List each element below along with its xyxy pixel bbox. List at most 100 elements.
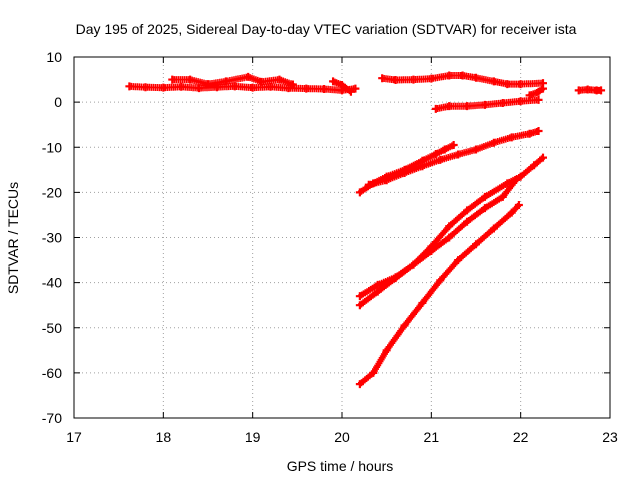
data-point (440, 145, 449, 154)
data-point (186, 75, 195, 84)
data-point (391, 274, 400, 283)
data-point (539, 153, 547, 162)
data-point (418, 162, 427, 171)
data-point (221, 77, 230, 86)
series-arc-4 (378, 71, 547, 89)
data-point (338, 80, 346, 89)
series-arc-8 (355, 140, 458, 197)
data-point (382, 176, 391, 185)
data-point (369, 368, 378, 377)
data-point (480, 204, 489, 213)
data-point (539, 84, 547, 93)
data-point (409, 75, 418, 84)
data-point (244, 72, 253, 81)
x-axis-label: GPS time / hours (287, 458, 394, 474)
data-point (507, 133, 516, 142)
series-arc-2 (168, 72, 297, 89)
data-point (346, 87, 355, 96)
data-point (364, 180, 373, 189)
data-point (503, 179, 512, 188)
data-point (275, 75, 284, 84)
data-point (427, 247, 436, 256)
data-point (445, 233, 454, 242)
data-point (436, 155, 445, 164)
grid-lines (74, 57, 610, 418)
data-point (472, 73, 480, 82)
data-point (463, 206, 472, 215)
data-point (204, 80, 212, 89)
data-point (530, 161, 539, 170)
x-tick-label: 18 (156, 429, 172, 445)
x-tick-label: 21 (424, 429, 440, 445)
series-arc-1 (125, 82, 360, 95)
y-axis-label: SDTVAR / TECUs (5, 182, 21, 294)
data-point (597, 86, 606, 95)
data-point (480, 192, 489, 201)
data-point (212, 83, 221, 92)
data-point (355, 380, 364, 389)
x-tick-label: 17 (66, 429, 82, 445)
data-point (195, 84, 204, 93)
series-arc-7 (574, 85, 606, 95)
x-tick-label: 23 (602, 429, 618, 445)
data-point (445, 102, 454, 111)
data-point (583, 85, 592, 94)
data-point (378, 74, 387, 83)
series-arc-9 (364, 127, 543, 189)
data-point (489, 224, 498, 233)
data-point (400, 168, 409, 177)
series-arc-3 (329, 77, 355, 96)
data-point (436, 276, 445, 285)
data-point (257, 77, 266, 86)
data-point (355, 292, 364, 301)
data-point (418, 298, 427, 307)
data-point (472, 145, 480, 154)
x-tick-label: 22 (513, 429, 529, 445)
data-point (141, 83, 150, 92)
data-point (498, 192, 507, 201)
data-point (355, 301, 364, 310)
y-tick-label: 0 (54, 94, 62, 110)
data-points (125, 71, 606, 389)
data-point (431, 150, 440, 159)
data-point (472, 240, 480, 249)
data-point (463, 217, 472, 226)
data-point (514, 201, 523, 210)
data-point (534, 95, 543, 104)
data-point (498, 99, 507, 108)
data-point (382, 346, 391, 355)
data-point (351, 84, 360, 93)
data-point (320, 85, 329, 94)
data-point (159, 83, 168, 92)
data-point (445, 71, 454, 80)
data-point (400, 321, 409, 330)
series-arc-11 (355, 175, 521, 310)
x-tick-label: 19 (245, 429, 261, 445)
data-point (516, 80, 525, 89)
y-tick-label: -50 (42, 320, 62, 336)
data-point (480, 100, 489, 109)
data-point (427, 74, 436, 83)
data-point (445, 222, 454, 231)
axis-ticks: 17 18 19 20 21 22 23 10 0 -10 -20 -30 -40 -50 -60 -70 (42, 49, 618, 445)
data-point (391, 76, 400, 85)
data-point (373, 287, 382, 296)
data-point (355, 188, 364, 197)
data-point (574, 86, 583, 95)
y-tick-label: -30 (42, 230, 62, 246)
y-tick-label: -10 (42, 139, 62, 155)
data-point (525, 91, 534, 100)
series-arc-12 (355, 201, 523, 389)
data-point (266, 82, 275, 91)
y-tick-label: -40 (42, 275, 62, 291)
series-arc-6 (525, 84, 547, 100)
data-point (489, 77, 498, 86)
data-point (525, 129, 534, 138)
data-point (489, 138, 498, 147)
data-point (248, 83, 257, 92)
data-point (512, 175, 521, 184)
series-arc-5 (431, 95, 543, 113)
data-point (125, 82, 134, 91)
y-tick-label: -70 (42, 410, 62, 426)
